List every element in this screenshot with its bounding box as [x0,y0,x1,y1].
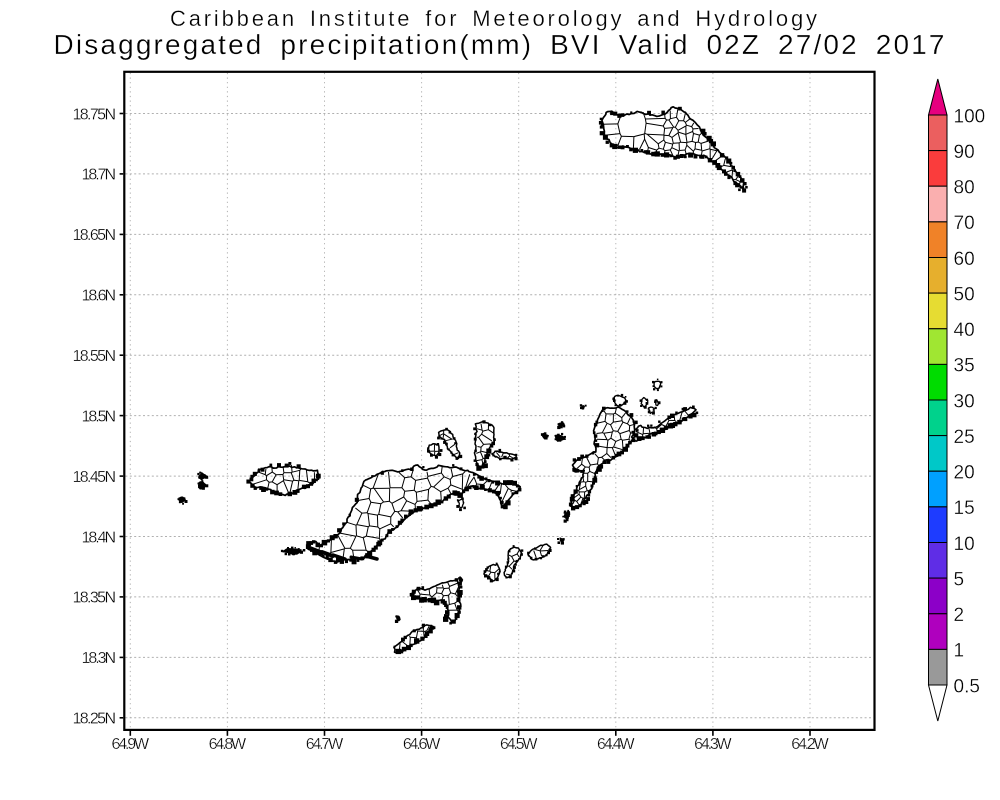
svg-text:25: 25 [954,427,975,448]
svg-text:30: 30 [954,391,975,412]
svg-text:18.6N: 18.6N [82,288,117,305]
svg-text:18.5N: 18.5N [82,408,117,425]
svg-text:64.2W: 64.2W [791,736,829,753]
svg-text:18.35N: 18.35N [73,590,117,607]
svg-text:90: 90 [954,142,975,163]
svg-text:64.7W: 64.7W [306,736,344,753]
svg-text:18.45N: 18.45N [73,469,117,486]
svg-text:1: 1 [954,641,965,662]
svg-text:35: 35 [954,356,975,377]
svg-text:18.4N: 18.4N [82,529,117,546]
svg-text:10: 10 [954,534,975,555]
svg-text:18.25N: 18.25N [73,711,117,728]
svg-text:100: 100 [954,106,986,127]
svg-text:64.5W: 64.5W [500,736,538,753]
svg-text:18.55N: 18.55N [73,348,117,365]
svg-text:80: 80 [954,178,975,199]
svg-text:64.8W: 64.8W [209,736,247,753]
svg-text:15: 15 [954,498,975,519]
svg-text:50: 50 [954,284,975,305]
svg-text:20: 20 [954,463,975,484]
svg-text:Disaggregated precipitation(mm: Disaggregated precipitation(mm) BVI Vali… [54,29,945,60]
svg-text:60: 60 [954,249,975,270]
svg-text:70: 70 [954,213,975,234]
svg-text:64.4W: 64.4W [597,736,635,753]
svg-text:Caribbean Institute for Meteor: Caribbean Institute for Meteorology and … [170,6,817,31]
svg-text:64.3W: 64.3W [694,736,732,753]
svg-text:5: 5 [954,569,965,590]
svg-text:64.6W: 64.6W [403,736,441,753]
svg-text:2: 2 [954,605,965,626]
svg-text:0.5: 0.5 [954,676,980,697]
svg-text:18.65N: 18.65N [73,227,117,244]
svg-text:40: 40 [954,320,975,341]
svg-text:18.3N: 18.3N [82,650,117,667]
svg-text:64.9W: 64.9W [112,736,150,753]
svg-text:18.75N: 18.75N [73,106,117,123]
svg-text:18.7N: 18.7N [82,167,117,184]
